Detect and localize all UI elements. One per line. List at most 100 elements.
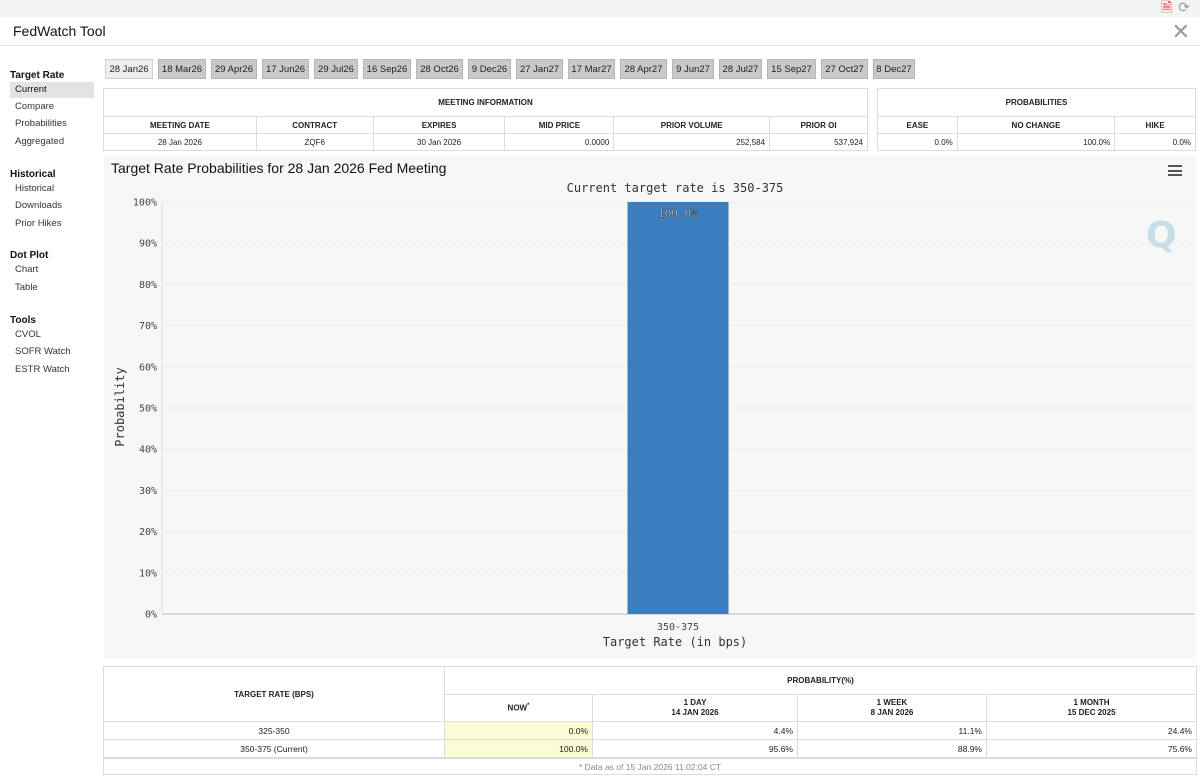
- header-target-rate: TARGET RATE (BPS): [103, 666, 445, 722]
- bar: [627, 202, 729, 614]
- header-prior-volume: PRIOR VOLUME: [613, 116, 771, 134]
- meeting-info-table: MEETING INFORMATION MEETING DATE CONTRAC…: [103, 88, 868, 151]
- header-1-week-date: 8 JAN 2026: [870, 708, 914, 717]
- meeting-date-value: 28 Jan 2026: [103, 133, 257, 151]
- y-tick-label: 60%: [139, 362, 157, 373]
- day-cell: 4.4%: [592, 721, 798, 740]
- top-strip: 🗎 ⟳: [0, 0, 1200, 17]
- sidebar-heading: Tools: [10, 315, 36, 326]
- sidebar-item-current[interactable]: Current: [10, 82, 94, 98]
- header-contract: CONTRACT: [255, 116, 374, 134]
- month-cell: 75.6%: [986, 739, 1197, 758]
- expires-value: 30 Jan 2026: [372, 133, 506, 151]
- header-now-mark: *: [527, 703, 530, 710]
- contract-value: ZQF6: [255, 133, 374, 151]
- meeting-tab[interactable]: 27 Oct27: [821, 59, 868, 79]
- meeting-tab[interactable]: 16 Sep26: [363, 59, 411, 79]
- y-tick-label: 50%: [139, 404, 157, 415]
- header-now-label: NOW: [507, 703, 528, 713]
- sidebar-item-cvol[interactable]: CVOL: [15, 329, 41, 340]
- meeting-tab[interactable]: 28 Apr27: [620, 59, 667, 79]
- y-tick-label: 90%: [139, 239, 157, 250]
- y-axis-title: Probability: [113, 367, 127, 446]
- meeting-tab[interactable]: 28 Jul27: [719, 59, 762, 79]
- header-1-day: 1 DAY 14 JAN 2026: [592, 694, 798, 722]
- sidebar-item-compare[interactable]: Compare: [15, 101, 55, 112]
- y-tick-label: 10%: [139, 568, 157, 579]
- sidebar-item-prior-hikes[interactable]: Prior Hikes: [15, 218, 62, 229]
- y-tick-label: 40%: [139, 445, 157, 456]
- x-axis-title: Target Rate (in bps): [603, 635, 748, 649]
- meeting-tab[interactable]: 29 Jul26: [314, 59, 358, 79]
- meeting-tab[interactable]: 18 Mar26: [158, 59, 206, 79]
- header-prior-oi: PRIOR OI: [769, 116, 868, 134]
- ease-value: 0.0%: [877, 133, 958, 151]
- y-tick-label: 0%: [145, 610, 157, 621]
- quikstrike-logo-icon: Q: [1146, 215, 1177, 256]
- probabilities-title: PROBABILITIES: [877, 88, 1196, 117]
- sidebar-heading: Historical: [10, 169, 56, 180]
- meeting-info-title: MEETING INFORMATION: [103, 88, 868, 117]
- chart-panel: Target Rate Probabilities for 28 Jan 202…: [104, 155, 1196, 658]
- now-cell: 100.0%: [444, 739, 593, 758]
- pdf-export-icon[interactable]: 🗎: [1161, 0, 1173, 15]
- chart-title: Target Rate Probabilities for 28 Jan 202…: [111, 160, 447, 176]
- meeting-tab[interactable]: 17 Mar27: [568, 59, 615, 79]
- close-icon[interactable]: ✕: [1171, 19, 1190, 44]
- sidebar-item-downloads[interactable]: Downloads: [15, 200, 62, 211]
- header-expires: EXPIRES: [372, 116, 506, 134]
- sidebar-item-aggregated[interactable]: Aggregated: [15, 136, 65, 147]
- sidebar-item-chart[interactable]: Chart: [15, 264, 39, 275]
- prior-oi-value: 537,924: [769, 133, 868, 151]
- probabilities-summary-table: PROBABILITIES EASE NO CHANGE HIKE 0.0% 1…: [877, 88, 1196, 151]
- sidebar-item-sofr-watch[interactable]: SOFR Watch: [15, 346, 71, 357]
- header-meeting-date: MEETING DATE: [103, 116, 257, 134]
- header-1-week: 1 WEEK 8 JAN 2026: [797, 694, 987, 722]
- mid-price-value: 0.0000: [504, 133, 615, 151]
- sidebar-heading: Dot Plot: [10, 250, 49, 261]
- rate-cell: 325-350: [103, 721, 445, 740]
- table-row: 325-350 0.0% 4.4% 11.1% 24.4%: [103, 721, 1197, 740]
- y-tick-label: 80%: [139, 280, 157, 291]
- rate-cell: 350-375 (Current): [103, 739, 445, 758]
- hamburger-menu-icon[interactable]: [1168, 165, 1182, 176]
- sidebar-heading: Target Rate: [10, 70, 65, 81]
- table-row: 350-375 (Current) 100.0% 95.6% 88.9% 75.…: [103, 739, 1197, 758]
- y-tick-label: 100%: [133, 198, 157, 209]
- header-1-month-label: 1 MONTH: [1073, 698, 1110, 707]
- header-1-week-label: 1 WEEK: [876, 698, 908, 707]
- now-cell: 0.0%: [444, 721, 593, 740]
- y-tick-label: 70%: [139, 321, 157, 332]
- probability-chart: 0% 10% 20% 30% 40% 50% 60% 70% 80% 90% 100% 100.0% 3…: [113, 181, 1194, 649]
- header-now: NOW*: [444, 694, 593, 722]
- title-bar: FedWatch Tool ✕: [0, 17, 1200, 46]
- meeting-tab[interactable]: 29 Apr26: [211, 59, 257, 79]
- meeting-tab[interactable]: 28 Jan26: [105, 59, 153, 79]
- sidebar-item-estr-watch[interactable]: ESTR Watch: [15, 364, 70, 375]
- refresh-icon[interactable]: ⟳: [1178, 0, 1190, 15]
- header-no-change: NO CHANGE: [956, 116, 1116, 134]
- header-1-day-label: 1 DAY: [683, 698, 707, 707]
- header-1-day-date: 14 JAN 2026: [671, 708, 719, 717]
- probability-table: TARGET RATE (BPS) PROBABILITY(%) NOW* 1 …: [103, 666, 1197, 758]
- bar-data-label: 100.0%: [658, 207, 698, 220]
- x-tick-label: 350-375: [657, 622, 699, 633]
- sidebar-item-probabilities[interactable]: Probabilities: [15, 118, 67, 129]
- meeting-tab[interactable]: 9 Jun27: [672, 59, 714, 79]
- meeting-tab[interactable]: 9 Dec26: [468, 59, 511, 79]
- chart-subtitle: Current target rate is 350-375: [567, 181, 784, 195]
- hike-value: 0.0%: [1114, 133, 1196, 151]
- header-1-month: 1 MONTH 15 DEC 2025: [986, 694, 1197, 722]
- meeting-tab[interactable]: 8 Dec27: [873, 59, 915, 79]
- meeting-tab[interactable]: 28 Oct26: [416, 59, 463, 79]
- meeting-tab[interactable]: 17 Jun26: [262, 59, 309, 79]
- y-tick-label: 20%: [139, 527, 157, 538]
- month-cell: 24.4%: [986, 721, 1197, 740]
- header-probability-group: PROBABILITY(%): [444, 666, 1197, 695]
- week-cell: 11.1%: [797, 721, 987, 740]
- meeting-tab[interactable]: 27 Jan27: [516, 59, 563, 79]
- meeting-tab[interactable]: 15 Sep27: [767, 59, 816, 79]
- day-cell: 95.6%: [592, 739, 798, 758]
- sidebar-item-historical[interactable]: Historical: [15, 183, 55, 194]
- sidebar-item-table[interactable]: Table: [15, 282, 38, 293]
